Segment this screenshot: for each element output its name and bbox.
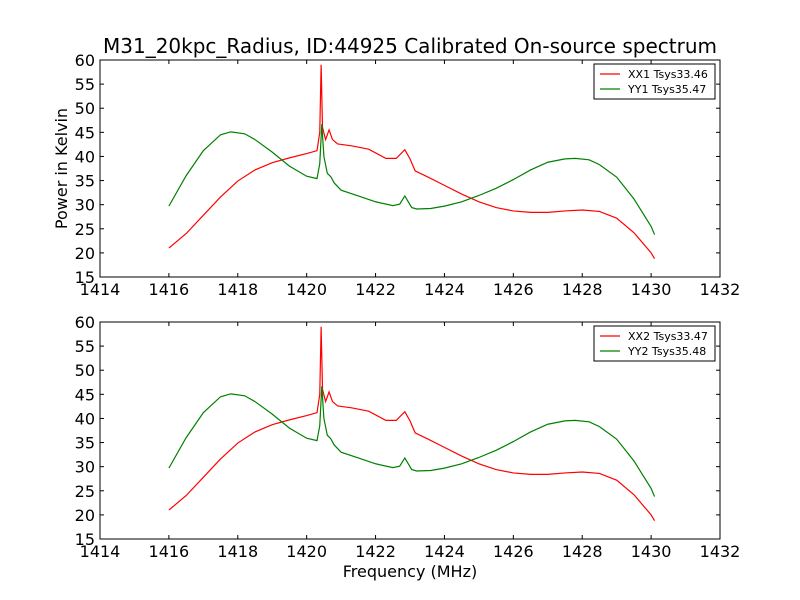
y-tick-label: 20	[75, 244, 95, 263]
y-tick-label: 40	[75, 409, 95, 428]
x-tick-label: 1418	[217, 542, 258, 561]
y-tick-label: 55	[75, 337, 95, 356]
legend: XX1 Tsys33.46 YY1 Tsys35.47	[593, 63, 716, 100]
x-tick-label: 1432	[700, 280, 741, 299]
axes-frame	[99, 59, 721, 278]
legend-label: YY2 Tsys35.48	[627, 345, 706, 358]
top-panel: 1414 1416 1418 1420 1422 1424 1426 1428 1430 1432…	[52, 51, 740, 299]
legend: XX2 Tsys33.47 YY2 Tsys35.48	[593, 325, 716, 362]
legend-box	[593, 325, 716, 362]
axes-frame	[99, 321, 721, 540]
y-tick-label: 35	[75, 434, 95, 453]
y-tick-label: 60	[75, 313, 95, 332]
legend-label: YY1 Tsys35.47	[627, 83, 706, 96]
x-tick-label: 1424	[424, 542, 465, 561]
x-tick-label: 1422	[355, 280, 396, 299]
y-tick-label: 40	[75, 147, 95, 166]
x-axis-title: Frequency (MHz)	[343, 562, 477, 581]
y-tick-label: 15	[75, 530, 95, 549]
y-tick-label: 60	[75, 51, 95, 70]
y-tick-label: 35	[75, 172, 95, 191]
x-tick-label: 1418	[217, 280, 258, 299]
x-tick-label: 1416	[149, 542, 190, 561]
y-tick-label: 50	[75, 99, 95, 118]
y-tick-label: 25	[75, 482, 95, 501]
legend-label: XX1 Tsys33.46	[628, 68, 708, 81]
y-tick-label: 50	[75, 361, 95, 380]
x-tick-label: 1416	[149, 280, 190, 299]
x-tick-label: 1428	[562, 280, 603, 299]
x-tick-label: 1422	[355, 542, 396, 561]
x-tick-label: 1426	[493, 280, 534, 299]
series-line-yy1	[168, 124, 656, 235]
y-axis-title: Power in Kelvin	[52, 108, 71, 229]
legend-label: XX2 Tsys33.47	[628, 330, 708, 343]
x-tick-label: 1424	[424, 280, 465, 299]
chart-title: M31_20kpc_Radius, ID:44925 Calibrated On…	[103, 34, 717, 58]
y-tick-label: 45	[75, 385, 95, 404]
y-tick-label: 55	[75, 75, 95, 94]
x-tick-label: 1432	[700, 542, 741, 561]
x-tick-label: 1430	[631, 542, 672, 561]
y-tick-label: 20	[75, 506, 95, 525]
x-tick-label: 1426	[493, 542, 534, 561]
y-tick-label: 25	[75, 220, 95, 239]
x-tick-label: 1420	[286, 542, 327, 561]
y-tick-label: 30	[75, 458, 95, 477]
y-tick-label: 30	[75, 196, 95, 215]
series-line-xx1	[168, 64, 656, 259]
x-tick-label: 1414	[80, 280, 121, 299]
bottom-panel: 1414 1416 1418 1420 1422 1424 1426 1428 1430 1432…	[75, 313, 741, 581]
y-tick-label: 15	[75, 268, 95, 287]
y-tick-label: 45	[75, 123, 95, 142]
x-tick-label: 1430	[631, 280, 672, 299]
x-tick-label: 1428	[562, 542, 603, 561]
series-line-xx2	[168, 326, 656, 521]
x-tick-label: 1414	[80, 542, 121, 561]
x-tick-label: 1420	[286, 280, 327, 299]
series-line-yy2	[168, 386, 656, 497]
legend-box	[593, 63, 716, 100]
